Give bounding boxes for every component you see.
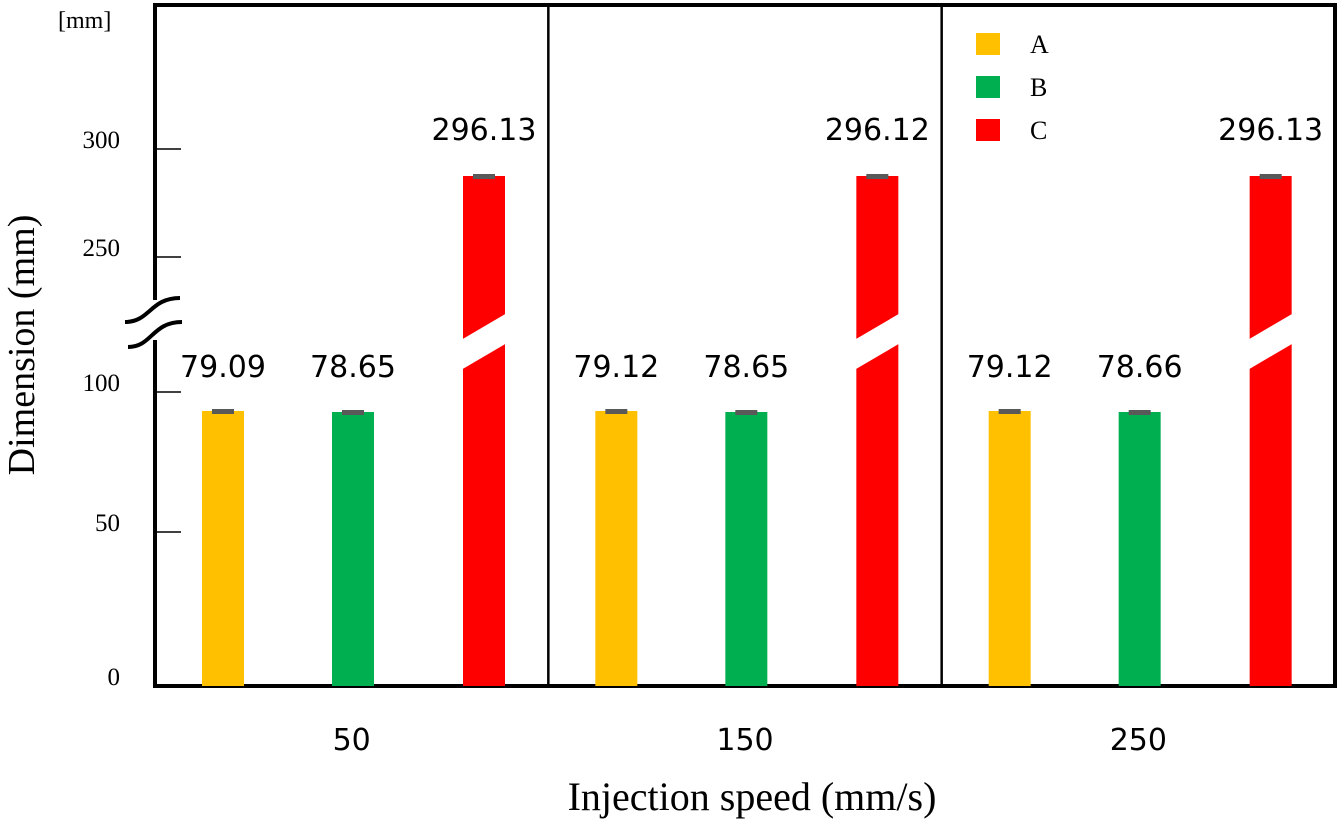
bar-b <box>725 412 768 686</box>
data-label: 78.65 <box>310 350 396 385</box>
data-label: 296.13 <box>432 113 537 148</box>
error-bar <box>212 409 234 414</box>
error-bar <box>866 174 889 179</box>
legend-swatch-b <box>976 76 1000 98</box>
legend-label: C <box>1030 116 1047 145</box>
legend: ABC <box>976 30 1049 145</box>
unit-label: [mm] <box>58 8 111 34</box>
y-tick-label: 250 <box>83 235 121 262</box>
axis-break-mark <box>124 296 181 324</box>
legend-label: B <box>1030 73 1047 102</box>
legend-swatch-c <box>976 119 1000 141</box>
data-label: 78.66 <box>1097 350 1183 385</box>
legend-label: A <box>1030 30 1049 59</box>
x-tick-label: 50 <box>333 723 371 758</box>
axis-break-mask <box>140 300 180 340</box>
bar-c <box>1249 176 1292 686</box>
data-label: 78.65 <box>703 350 789 385</box>
data-label: 79.09 <box>180 350 266 385</box>
error-bar <box>998 409 1021 414</box>
legend-swatch-a <box>976 33 1000 55</box>
data-label: 296.12 <box>825 113 930 148</box>
data-label: 79.12 <box>573 350 659 385</box>
axis-break-mark <box>127 320 183 349</box>
bar-a <box>988 411 1031 686</box>
bar-break-gap <box>854 313 901 370</box>
error-bar <box>473 174 495 179</box>
error-bar <box>342 410 364 415</box>
bar-a <box>202 411 244 686</box>
y-tick-label: 300 <box>83 127 121 154</box>
y-tick-label: 50 <box>95 510 120 537</box>
x-tick-label: 250 <box>1110 723 1167 758</box>
error-bar <box>605 409 628 414</box>
x-axis-label: Injection speed (mm/s) <box>568 774 937 819</box>
bar-break-gap <box>461 313 507 370</box>
data-label: 79.12 <box>967 350 1053 385</box>
error-bar <box>735 410 758 415</box>
bar-break-gap <box>1247 313 1294 370</box>
bar-c <box>856 176 899 686</box>
bar-c <box>463 176 505 686</box>
y-tick-label: 100 <box>83 370 121 397</box>
bar-a <box>595 411 638 686</box>
y-tick-label: 0 <box>108 664 121 691</box>
error-bar <box>1128 410 1151 415</box>
bar-b <box>1118 412 1161 686</box>
error-bar <box>1259 174 1282 179</box>
x-tick-label: 150 <box>716 723 773 758</box>
data-label: 296.13 <box>1218 113 1323 148</box>
y-axis-label: Dimension (mm) <box>1 215 43 476</box>
bar-b <box>332 412 374 686</box>
